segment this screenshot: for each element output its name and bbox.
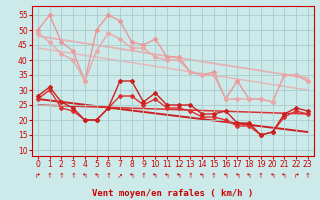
X-axis label: Vent moyen/en rafales ( km/h ): Vent moyen/en rafales ( km/h ): [92, 189, 253, 198]
